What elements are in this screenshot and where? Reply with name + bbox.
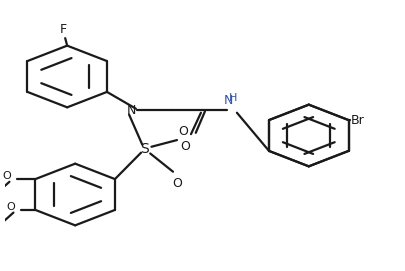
Text: O: O xyxy=(172,177,181,190)
Text: O: O xyxy=(3,171,11,181)
Text: N: N xyxy=(126,104,135,117)
Text: O: O xyxy=(6,202,15,212)
Text: S: S xyxy=(140,143,148,156)
Text: N: N xyxy=(224,94,233,107)
Text: O: O xyxy=(179,140,190,153)
Text: F: F xyxy=(60,23,66,36)
Text: O: O xyxy=(178,125,188,138)
Text: H: H xyxy=(228,93,237,103)
Text: Br: Br xyxy=(350,114,363,127)
